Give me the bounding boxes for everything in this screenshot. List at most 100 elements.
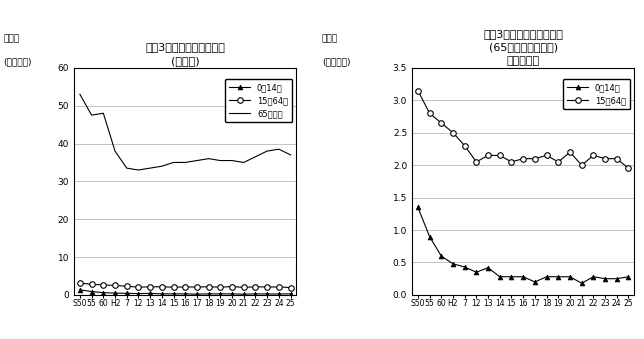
Legend: 0～14歳, 15～64歳: 0～14歳, 15～64歳 [564,79,630,109]
65歳以上 [216,159,224,163]
15～64歳 [228,284,236,288]
0～14歳 [146,291,154,295]
0～14歳 [507,275,515,279]
0～14歳 [252,292,260,296]
0～14歳 [578,281,585,285]
0～14歳 [263,292,271,296]
15～64歳 [543,153,551,157]
15～64歳 [519,157,527,161]
15～64歳 [169,285,177,289]
0～14歳 [437,254,445,258]
65歳以上 [275,147,283,151]
15～64歳 [275,285,283,289]
0～14歳 [554,275,562,279]
15～64歳 [252,285,260,289]
0～14歳 [543,275,551,279]
0～14歳 [473,270,480,274]
65歳以上 [228,159,236,163]
0～14歳 [531,280,539,284]
65歳以上 [205,157,213,161]
0～14歳 [589,275,597,279]
15～64歳 [111,283,119,287]
65歳以上 [146,166,154,170]
15～64歳 [240,285,247,290]
15～64歳 [449,131,457,135]
0～14歳 [240,292,247,296]
0～14歳 [601,277,609,281]
65歳以上 [111,149,119,153]
15～64歳 [531,157,539,161]
0～14歳 [205,292,213,296]
0～14歳 [88,290,95,294]
65歳以上 [158,164,166,168]
15～64歳 [146,285,154,289]
15～64歳 [193,285,201,289]
0～14歳 [287,292,294,296]
0～14歳 [519,275,527,279]
15～64歳 [158,285,166,289]
15～64歳 [414,88,422,93]
15～64歳 [263,285,271,289]
0～14歳 [135,292,142,296]
15～64歳 [625,166,632,171]
15～64歳 [507,160,515,164]
65歳以上 [123,166,131,170]
Line: 65歳以上: 65歳以上 [80,94,290,170]
65歳以上 [240,160,247,164]
15～64歳 [484,153,492,157]
15～64歳 [566,150,574,154]
65歳以上 [263,149,271,153]
15～64歳 [437,121,445,125]
15～64歳 [578,163,585,167]
0～14歳 [613,277,621,281]
0～14歳 [169,292,177,296]
15～64歳 [426,111,433,115]
Line: 0～14歳: 0～14歳 [415,205,631,286]
0～14歳 [216,292,224,296]
0～14歳 [99,291,107,295]
65歳以上 [76,92,84,96]
Line: 0～14歳: 0～14歳 [77,287,293,297]
Text: (人口千対): (人口千対) [322,58,350,67]
15～64歳 [554,160,562,164]
15～64歳 [613,157,621,161]
0～14歳 [625,275,632,279]
Text: 死亡率: 死亡率 [322,34,338,43]
15～64歳 [88,282,95,286]
15～64歳 [473,160,480,164]
0～14歳 [193,292,201,296]
65歳以上 [99,111,107,115]
0～14歳 [182,292,189,296]
0～14歳 [566,275,574,279]
0～14歳 [111,291,119,295]
15～64歳 [135,285,142,289]
Text: 死亡率: 死亡率 [3,34,19,43]
15～64歳 [287,285,294,290]
15～64歳 [216,285,224,289]
0～14歳 [275,292,283,296]
Title: 年陂3区分別死亡率の推移
(熊本県): 年陂3区分別死亡率の推移 (熊本県) [146,42,225,66]
Text: (人口千対): (人口千対) [3,58,32,67]
Line: 15～64歳: 15～64歳 [77,280,293,290]
15～64歳 [182,285,189,289]
0～14歳 [484,266,492,270]
15～64歳 [123,284,131,288]
0～14歳 [449,262,457,266]
0～14歳 [158,292,166,296]
0～14歳 [123,291,131,295]
0～14歳 [414,205,422,210]
65歳以上 [193,159,201,163]
0～14歳 [496,275,504,279]
0～14歳 [76,288,84,292]
Title: 年陂3区分別死亡率の推移
(65歳未満　熊本県)
左表の拡大: 年陂3区分別死亡率の推移 (65歳未満 熊本県) 左表の拡大 [483,29,563,66]
15～64歳 [601,157,609,161]
65歳以上 [182,160,189,164]
65歳以上 [169,160,177,164]
65歳以上 [88,113,95,117]
Line: 15～64歳: 15～64歳 [415,88,631,171]
0～14歳 [461,265,469,269]
15～64歳 [76,281,84,285]
15～64歳 [205,285,213,289]
0～14歳 [426,235,433,239]
15～64歳 [99,283,107,287]
